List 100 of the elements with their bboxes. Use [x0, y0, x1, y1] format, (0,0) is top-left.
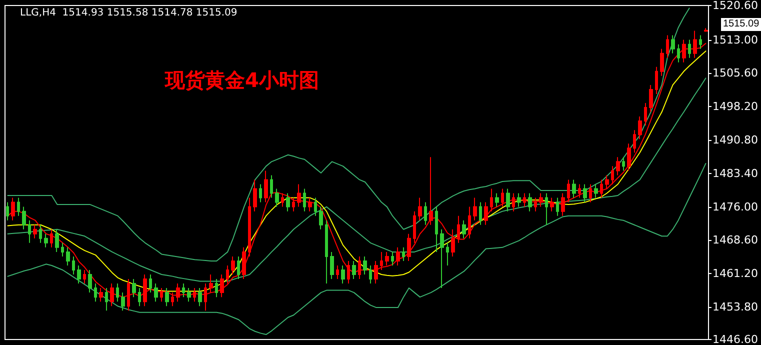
y-tick-label: 1483.40 [712, 166, 758, 180]
candlestick [490, 188, 493, 212]
candlestick [182, 283, 185, 298]
candlestick [28, 220, 31, 244]
text: 现货黄金4小时图 [164, 68, 319, 92]
candlestick [567, 179, 570, 203]
candlestick [88, 269, 92, 294]
candlestick [116, 283, 119, 302]
candlestick [506, 188, 510, 212]
candlestick [589, 184, 592, 203]
candlestick [501, 188, 504, 208]
candlestick [380, 251, 383, 270]
candlestick [583, 184, 587, 203]
candlestick [369, 264, 372, 284]
candlestick [671, 34, 675, 54]
candlestick [451, 228, 455, 257]
candlestick [556, 197, 559, 216]
candlestick [578, 184, 581, 198]
candlestick [303, 188, 306, 212]
candlestick [281, 192, 284, 208]
candlestick [655, 66, 658, 94]
candlestick [545, 192, 548, 226]
candlestick [11, 197, 15, 221]
candlestick [83, 269, 86, 284]
candlestick [611, 166, 614, 185]
candlestick [605, 174, 609, 190]
candlestick [226, 264, 229, 284]
candlestick [121, 292, 125, 312]
candlestick [149, 274, 152, 294]
candlestick [407, 233, 411, 262]
candlestick [396, 246, 400, 266]
y-tick-label: 1505.60 [712, 66, 758, 80]
candlestick [413, 210, 416, 244]
line-series [7, 8, 690, 262]
candlestick [688, 39, 691, 58]
candlestick [270, 174, 273, 198]
candlestick [517, 192, 521, 208]
candlestick [33, 224, 37, 239]
candlestick [297, 184, 301, 208]
candlestick [17, 197, 20, 216]
candlestick [561, 192, 565, 216]
candlestick [341, 264, 345, 284]
candlestick [550, 197, 554, 212]
candlestick [627, 143, 631, 172]
candlestick [495, 192, 499, 208]
candlestick [77, 264, 81, 284]
candlestick [308, 197, 312, 212]
candlestick [594, 184, 598, 198]
candlestick [572, 179, 576, 198]
candlestick [539, 192, 543, 208]
candlestick [699, 34, 702, 50]
candlestick [374, 260, 378, 284]
candlestick [600, 179, 603, 198]
candlestick [292, 197, 295, 212]
candlestick [330, 251, 334, 280]
candlestick [418, 197, 422, 221]
candlestick [468, 206, 471, 239]
y-tick-label: 1468.60 [712, 234, 758, 247]
candlestick [473, 197, 477, 221]
candlestick [314, 197, 317, 216]
candlestick [94, 283, 97, 302]
candlestick [435, 206, 438, 252]
candlestick [644, 102, 647, 126]
candlestick [385, 251, 389, 266]
candlestick [347, 260, 350, 284]
candlestick [462, 220, 466, 239]
candlestick [275, 188, 279, 208]
candlestick [259, 184, 262, 203]
candlestick [6, 202, 9, 221]
y-tick-label: 1513.00 [712, 33, 758, 46]
candlestick [336, 264, 339, 280]
candlestick [402, 246, 405, 262]
candlestick [198, 288, 202, 307]
text: 1515.09 [723, 18, 760, 30]
y-tick-label: 1520.60 [712, 0, 758, 12]
candlestick [154, 283, 158, 302]
candlestick [523, 192, 526, 208]
candlestick [666, 34, 669, 58]
candlestick [424, 202, 427, 226]
candlestick [44, 233, 48, 248]
y-tick-label: 1490.80 [712, 134, 758, 147]
candlestick [633, 130, 636, 154]
candlestick [22, 206, 26, 230]
candlestick [622, 156, 625, 172]
y-tick-label: 1461.20 [712, 267, 758, 280]
candlestick [215, 278, 218, 298]
candlestick [440, 228, 444, 289]
candlestick [242, 246, 246, 280]
candlestick [429, 156, 433, 226]
candlestick [132, 278, 136, 298]
candlestick [358, 256, 361, 280]
candlestick [253, 179, 257, 212]
candlestick [704, 28, 708, 32]
candlestick [165, 288, 169, 307]
candlestick [105, 288, 108, 312]
candlestick [677, 44, 680, 63]
candlestick [391, 251, 394, 266]
annotation: LLG,H4 1514.93 1515.58 1514.78 1515.09 [20, 8, 238, 18]
y-tick-label: 1446.60 [712, 333, 758, 345]
candlestick [638, 116, 642, 140]
